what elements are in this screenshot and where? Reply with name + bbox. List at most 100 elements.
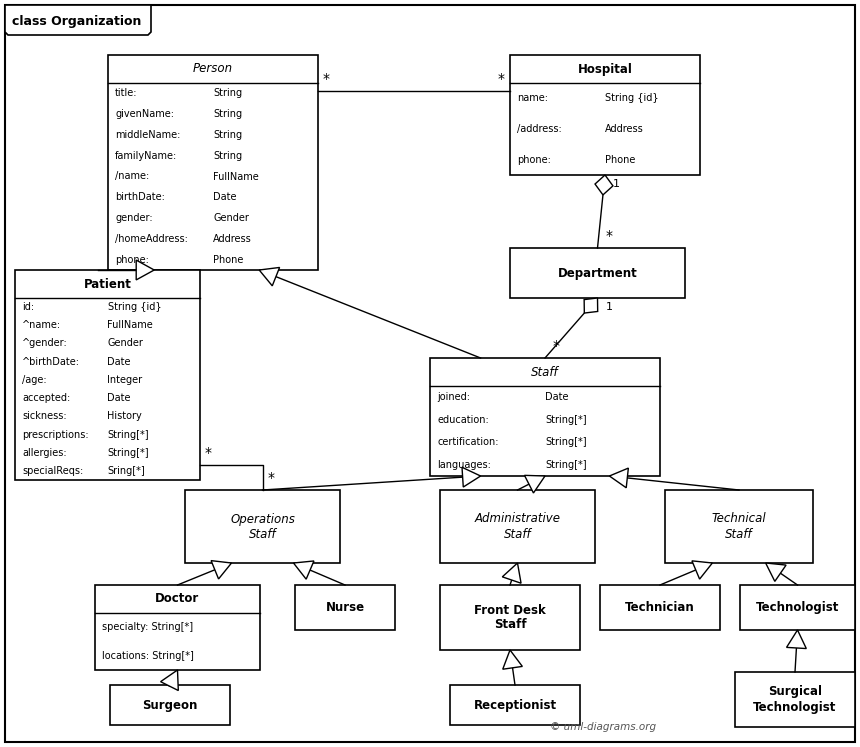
Text: education:: education: (437, 415, 488, 425)
Polygon shape (525, 475, 545, 493)
Polygon shape (787, 630, 807, 648)
FancyBboxPatch shape (510, 248, 685, 298)
Text: Date: Date (213, 192, 237, 202)
Text: prescriptions:: prescriptions: (22, 430, 89, 439)
Text: Integer: Integer (108, 375, 143, 385)
Text: /homeAddress:: /homeAddress: (115, 234, 187, 244)
Text: Date: Date (545, 392, 568, 402)
Text: specialReqs:: specialReqs: (22, 466, 83, 476)
Text: Surgeon: Surgeon (142, 698, 198, 711)
Text: Phone: Phone (605, 155, 636, 164)
Text: String[*]: String[*] (108, 447, 149, 458)
Text: Administrative
Staff: Administrative Staff (475, 512, 561, 541)
Text: Phone: Phone (213, 255, 243, 264)
Text: Doctor: Doctor (156, 592, 200, 606)
Text: Hospital: Hospital (578, 63, 632, 75)
Text: birthDate:: birthDate: (115, 192, 165, 202)
FancyBboxPatch shape (430, 358, 660, 476)
Text: © uml-diagrams.org: © uml-diagrams.org (550, 722, 656, 732)
Text: String: String (213, 109, 243, 120)
Text: /name:: /name: (115, 172, 150, 182)
Text: phone:: phone: (517, 155, 551, 164)
Text: FullName: FullName (213, 172, 259, 182)
FancyBboxPatch shape (510, 55, 700, 175)
Text: Patient: Patient (83, 277, 132, 291)
Polygon shape (595, 175, 613, 195)
Text: title:: title: (115, 88, 138, 99)
FancyBboxPatch shape (108, 55, 318, 270)
Text: String[*]: String[*] (545, 459, 587, 470)
Text: middleName:: middleName: (115, 130, 181, 140)
Text: certification:: certification: (437, 437, 499, 447)
FancyBboxPatch shape (15, 270, 200, 480)
Polygon shape (211, 560, 231, 579)
Text: givenName:: givenName: (115, 109, 174, 120)
Text: Gender: Gender (108, 338, 144, 349)
Text: joined:: joined: (437, 392, 470, 402)
Text: languages:: languages: (437, 459, 491, 470)
Text: locations: String[*]: locations: String[*] (102, 651, 194, 661)
FancyBboxPatch shape (450, 685, 580, 725)
Text: Technical
Staff: Technical Staff (712, 512, 766, 541)
Text: specialty: String[*]: specialty: String[*] (102, 622, 194, 632)
Polygon shape (136, 260, 154, 280)
Text: History: History (108, 412, 142, 421)
FancyBboxPatch shape (5, 5, 855, 742)
FancyBboxPatch shape (440, 490, 595, 563)
Text: Gender: Gender (213, 213, 249, 223)
Text: Address: Address (213, 234, 252, 244)
Text: String[*]: String[*] (545, 415, 587, 425)
Text: Receptionist: Receptionist (474, 698, 556, 711)
Text: String {id}: String {id} (108, 302, 161, 312)
Text: Sring[*]: Sring[*] (108, 466, 145, 476)
Polygon shape (765, 563, 786, 581)
FancyBboxPatch shape (295, 585, 395, 630)
Polygon shape (161, 670, 178, 690)
Text: Front Desk
Staff: Front Desk Staff (474, 604, 546, 631)
Text: /age:: /age: (22, 375, 46, 385)
FancyBboxPatch shape (110, 685, 230, 725)
Text: *: * (605, 229, 612, 243)
Text: Address: Address (605, 124, 644, 134)
Text: Operations
Staff: Operations Staff (230, 512, 295, 541)
Text: Nurse: Nurse (325, 601, 365, 614)
Text: 1: 1 (605, 302, 612, 312)
Text: String: String (213, 88, 243, 99)
Text: ^name:: ^name: (22, 320, 61, 330)
Text: *: * (267, 471, 274, 485)
Text: *: * (205, 446, 212, 460)
Text: Technologist: Technologist (756, 601, 839, 614)
Polygon shape (462, 468, 481, 487)
Text: class Organization: class Organization (12, 16, 141, 28)
Text: String[*]: String[*] (545, 437, 587, 447)
FancyBboxPatch shape (740, 585, 855, 630)
FancyBboxPatch shape (185, 490, 340, 563)
Polygon shape (259, 267, 280, 286)
Polygon shape (293, 561, 314, 579)
Text: sickness:: sickness: (22, 412, 66, 421)
Text: String[*]: String[*] (108, 430, 149, 439)
Text: id:: id: (22, 302, 34, 312)
Text: String {id}: String {id} (605, 93, 659, 103)
Text: *: * (553, 339, 560, 353)
Polygon shape (584, 298, 598, 313)
FancyBboxPatch shape (440, 585, 580, 650)
Text: ^gender:: ^gender: (22, 338, 68, 349)
Polygon shape (610, 468, 629, 488)
Text: Technician: Technician (625, 601, 695, 614)
Text: Staff: Staff (531, 365, 559, 379)
Text: *: * (323, 72, 330, 86)
Text: gender:: gender: (115, 213, 152, 223)
Text: Date: Date (108, 357, 131, 367)
Polygon shape (692, 561, 712, 579)
Polygon shape (502, 563, 521, 583)
FancyBboxPatch shape (735, 672, 855, 727)
Text: 1: 1 (613, 179, 620, 189)
Text: phone:: phone: (115, 255, 149, 264)
Text: *: * (498, 72, 505, 86)
Text: familyName:: familyName: (115, 151, 177, 161)
Text: FullName: FullName (108, 320, 153, 330)
Text: String: String (213, 151, 243, 161)
Text: Surgical
Technologist: Surgical Technologist (753, 686, 837, 713)
Text: ^birthDate:: ^birthDate: (22, 357, 80, 367)
